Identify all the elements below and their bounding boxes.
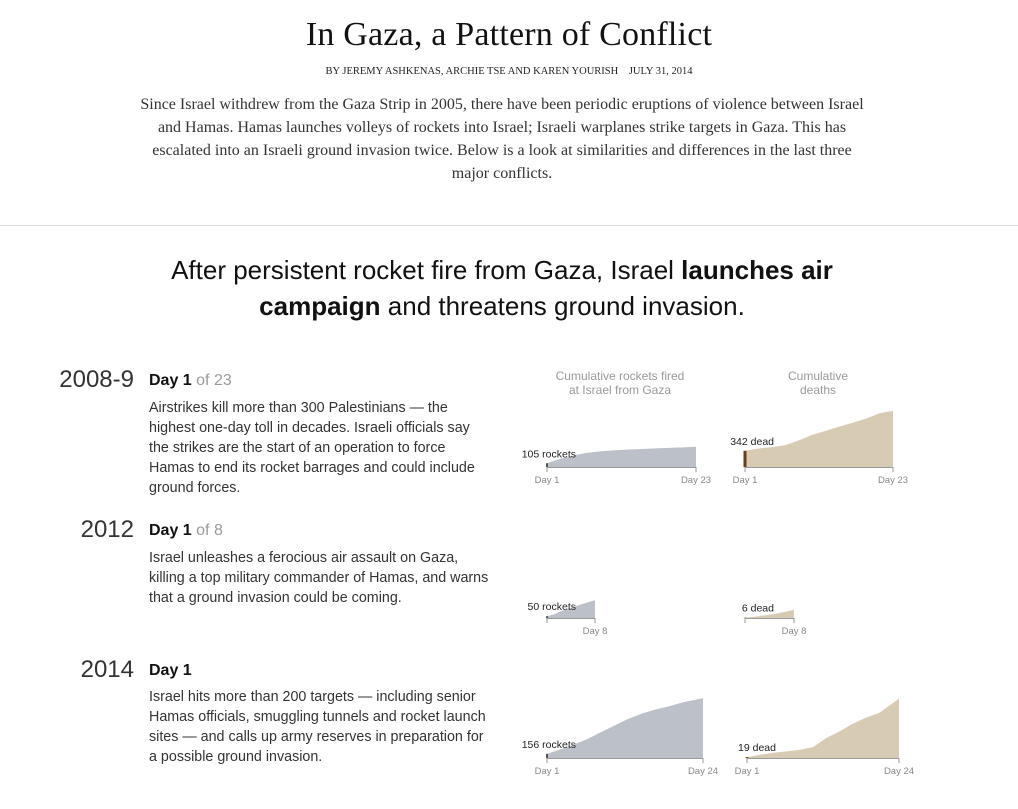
day-of-label: of 8 bbox=[196, 522, 223, 539]
area-series bbox=[547, 600, 595, 618]
current-day-marker bbox=[546, 463, 548, 467]
section-headline: After persistent rocket fire from Gaza, … bbox=[140, 252, 864, 324]
tick-label-start: Day 1 bbox=[735, 766, 760, 777]
chart-rockets: Day 1 Day 23 105 rockets bbox=[522, 446, 711, 486]
chart-deaths: Day 8 6 dead bbox=[742, 603, 807, 637]
day-label: Day 1 bbox=[149, 372, 192, 389]
day-of-label: of 23 bbox=[196, 372, 232, 389]
byline: By JEREMY ASHKENAS, ARCHIE TSE and KAREN… bbox=[0, 66, 1018, 77]
conflict-year: 2014 bbox=[80, 656, 134, 683]
current-day-marker bbox=[546, 616, 548, 618]
data-label: 19 dead bbox=[738, 742, 776, 754]
day-label: Day 1 bbox=[149, 662, 192, 679]
conflict-year: 2012 bbox=[80, 516, 134, 543]
area-series bbox=[547, 698, 703, 758]
conflict-day: Day 1 of 8 bbox=[149, 522, 223, 540]
data-label: 156 rockets bbox=[522, 739, 576, 751]
deaths-title-line-1: Cumulative bbox=[787, 369, 849, 383]
tick-label-end: Day 23 bbox=[681, 475, 711, 486]
tick-label-start: Day 1 bbox=[535, 475, 560, 486]
intro-paragraph: Since Israel withdrew from the Gaza Stri… bbox=[140, 96, 864, 182]
section-headline-pre: After persistent rocket fire from Gaza, … bbox=[171, 255, 682, 285]
deaths-title-line-2: deaths bbox=[799, 383, 837, 397]
section-headline-bold-2: campaign bbox=[259, 291, 381, 321]
byline-authors: By JEREMY ASHKENAS, ARCHIE TSE and KAREN… bbox=[325, 66, 619, 77]
area-series bbox=[745, 609, 794, 618]
current-day-marker bbox=[743, 450, 747, 467]
conflict-day: Day 1 bbox=[149, 662, 192, 680]
conflict-description: Israel unleashes a ferocious air assault… bbox=[149, 550, 489, 606]
rockets-title-line-1: Cumulative rockets fired bbox=[555, 369, 685, 383]
chart-rockets: Day 8 50 rockets bbox=[528, 600, 608, 637]
divider bbox=[0, 225, 1018, 226]
tick-label-end: Day 24 bbox=[688, 766, 718, 777]
publish-date: JULY 31, 2014 bbox=[628, 66, 693, 77]
data-label: 342 dead bbox=[730, 436, 774, 448]
area-series bbox=[745, 410, 893, 467]
chart-rockets: Day 1 Day 24 156 rockets bbox=[522, 698, 718, 777]
data-label: 105 rockets bbox=[522, 448, 576, 460]
tick-label-start: Day 1 bbox=[733, 475, 758, 486]
tick-label-end: Day 8 bbox=[782, 626, 807, 637]
conflict-description: Airstrikes kill more than 300 Palestinia… bbox=[149, 400, 475, 496]
data-label: 50 rockets bbox=[528, 601, 576, 613]
data-label: 6 dead bbox=[742, 603, 774, 615]
headline: In Gaza, a Pattern of Conflict bbox=[305, 16, 713, 53]
chart-deaths: Day 1 Day 24 19 dead bbox=[735, 698, 914, 777]
section-headline-post: and threatens ground invasion. bbox=[380, 291, 745, 321]
tick-label-end: Day 8 bbox=[583, 626, 608, 637]
chart-deaths: Day 1 Day 23 342 dead bbox=[730, 410, 908, 486]
rockets-column-title: Cumulative rockets fired at Israel from G… bbox=[536, 369, 704, 397]
day-label: Day 1 bbox=[149, 522, 192, 539]
tick-label-end: Day 24 bbox=[884, 766, 914, 777]
area-series bbox=[547, 446, 696, 467]
rockets-title-line-2: at Israel from Gaza bbox=[568, 383, 672, 397]
tick-label-end: Day 23 bbox=[878, 475, 908, 486]
conflict-year: 2008-9 bbox=[59, 366, 134, 393]
section-headline-bold-1: launches air bbox=[681, 255, 833, 285]
conflict-description: Israel hits more than 200 targets — incl… bbox=[149, 689, 486, 765]
deaths-column-title: Cumulative deaths bbox=[758, 369, 878, 397]
conflict-day: Day 1 of 23 bbox=[149, 372, 232, 390]
current-day-marker bbox=[745, 757, 749, 758]
current-day-marker bbox=[546, 753, 548, 758]
tick-label-start: Day 1 bbox=[535, 766, 560, 777]
area-series bbox=[747, 698, 899, 758]
